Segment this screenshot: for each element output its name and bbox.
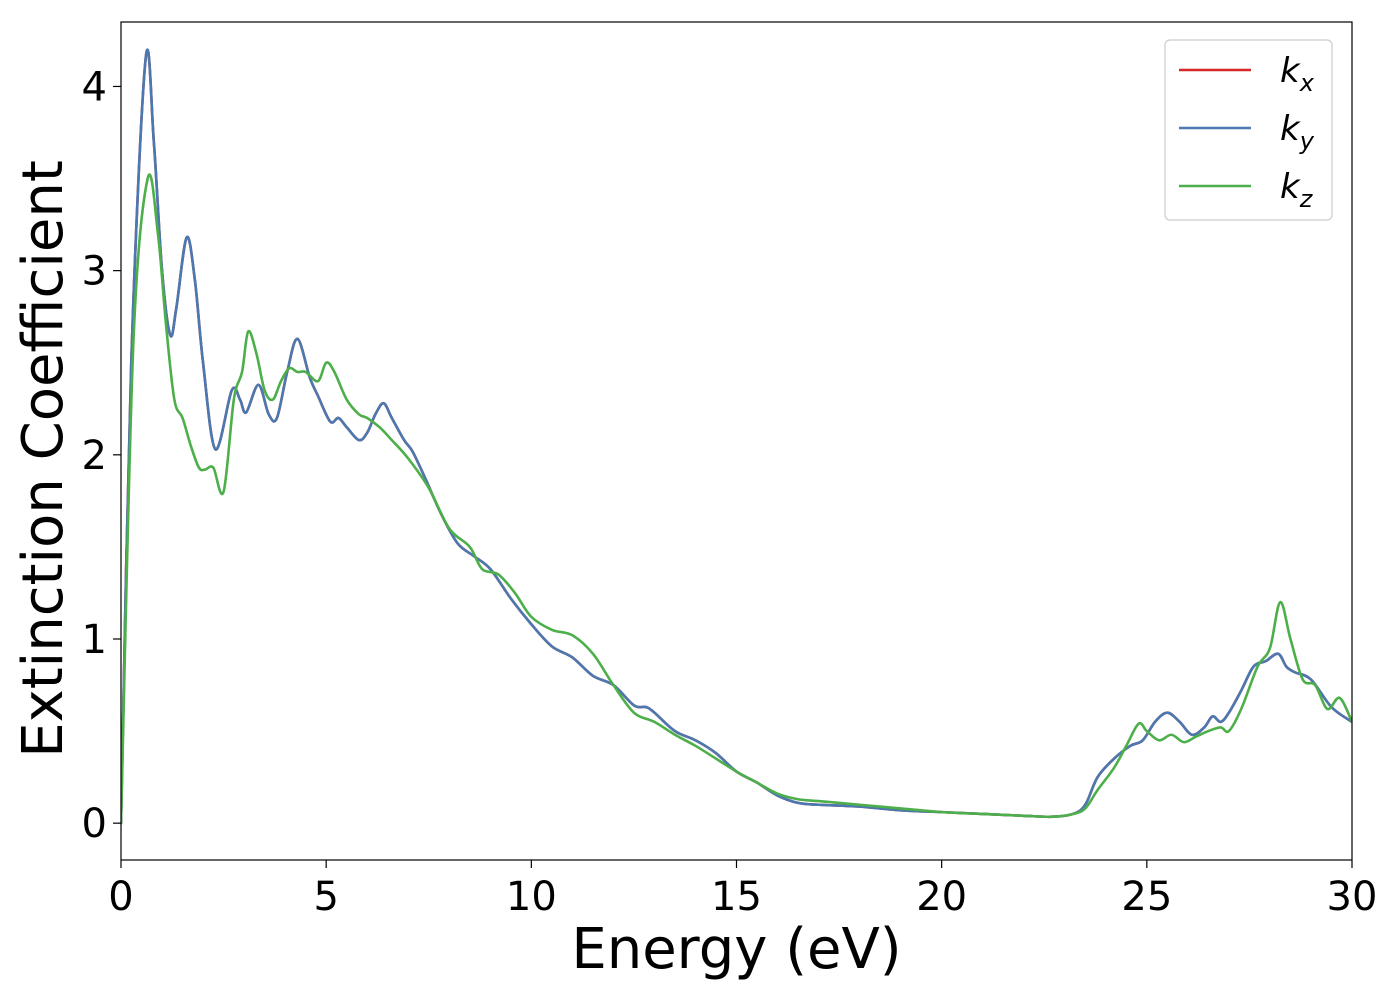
y-tick-label: 1 [82, 617, 107, 663]
series-line-ky [121, 48, 1352, 825]
legend-entry-label: kx [1280, 51, 1315, 97]
y-axis-ticks: 0 1 2 3 4 [82, 64, 121, 847]
series-line-kz [121, 173, 1352, 825]
y-tick-label: 0 [82, 801, 107, 847]
x-tick-label: 15 [711, 874, 762, 920]
x-tick-label: 30 [1327, 874, 1378, 920]
x-axis-label: Energy (eV) [571, 917, 901, 982]
y-tick-label: 4 [82, 64, 107, 110]
x-tick-label: 25 [1121, 874, 1172, 920]
x-tick-label: 10 [506, 874, 557, 920]
x-axis-ticks: 0 5 10 15 20 25 30 [108, 860, 1377, 920]
y-tick-label: 2 [82, 433, 107, 479]
x-tick-label: 20 [916, 874, 967, 920]
y-axis-label: Extinction Coefficient [11, 160, 76, 758]
y-tick-label: 3 [82, 249, 107, 295]
legend: kx ky kz [1164, 39, 1333, 221]
legend-entry-label: kz [1280, 167, 1314, 213]
plot-lines [121, 48, 1352, 825]
legend-box [1164, 39, 1333, 221]
x-tick-label: 0 [108, 874, 133, 920]
legend-entry-label: ky [1280, 109, 1315, 155]
x-tick-label: 5 [313, 874, 338, 920]
